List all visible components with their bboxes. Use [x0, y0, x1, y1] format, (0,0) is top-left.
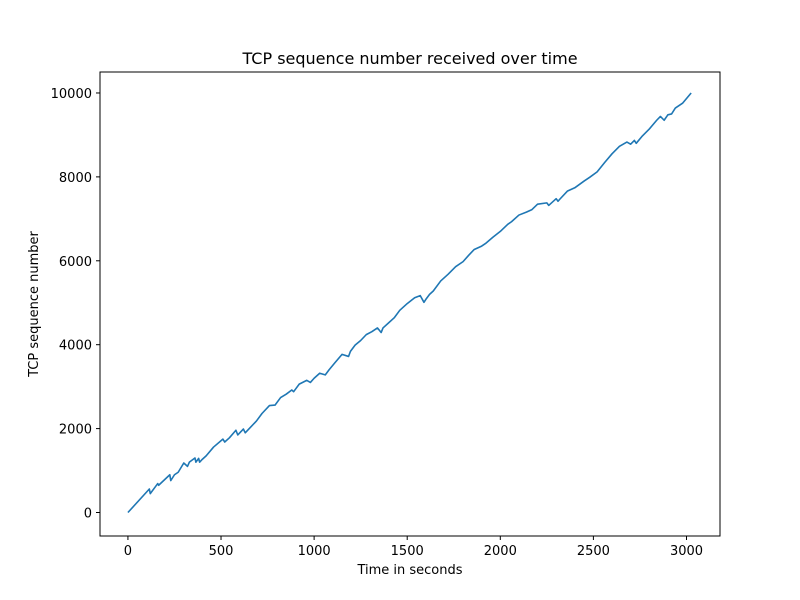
plot-area-frame	[99, 71, 721, 537]
x-tick-label: 2500	[577, 544, 610, 559]
x-axis: 0 500 1000 1500 2000 2500 3000	[124, 536, 703, 559]
x-axis-label: Time in seconds	[356, 563, 462, 578]
x-tick-label: 2000	[484, 544, 517, 559]
y-tick-label: 4000	[59, 339, 92, 354]
y-tick-label: 2000	[59, 423, 92, 438]
chart-title: TCP sequence number received over time	[241, 49, 577, 68]
x-tick-label: 3000	[670, 544, 703, 559]
y-axis-label: TCP sequence number	[27, 230, 42, 377]
x-tick-label: 1000	[298, 544, 331, 559]
y-tick-label: 6000	[59, 255, 92, 270]
plot-line-layer	[127, 92, 692, 514]
y-tick-label: 8000	[59, 171, 92, 186]
series-line	[127, 92, 692, 514]
x-tick-label: 0	[124, 544, 132, 559]
x-tick-label: 1500	[391, 544, 424, 559]
y-axis: 0 2000 4000 6000 8000 10000	[51, 87, 100, 522]
y-tick-label: 0	[84, 507, 92, 522]
x-tick-label: 500	[209, 544, 234, 559]
y-tick-label: 10000	[51, 87, 92, 102]
